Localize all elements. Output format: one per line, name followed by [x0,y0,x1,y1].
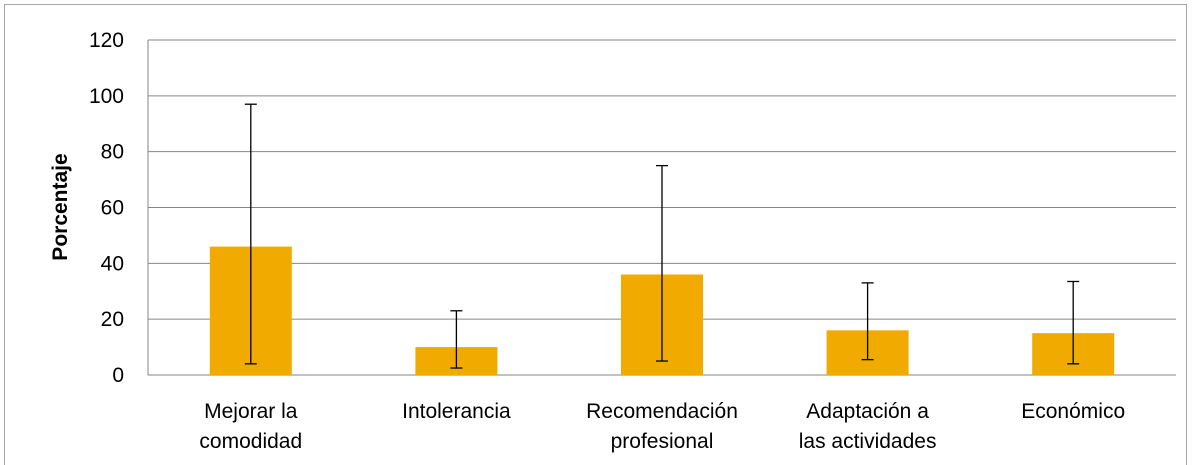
x-category-label: Adaptación a [806,400,929,423]
x-category-label: Económico [1021,400,1125,423]
y-tick-label: 120 [89,29,124,52]
chart-frame [4,4,1187,465]
x-category-label: las actividades [799,430,937,453]
x-category-label: Recomendación [586,400,738,423]
x-category-label: comodidad [199,430,302,453]
y-tick-label: 60 [101,197,124,220]
y-axis-label: Porcentaje [49,153,72,260]
error-bars [244,103,1080,369]
y-axis-ticks: 0 20 40 60 80 100 120 [89,29,124,387]
error-bar [656,164,668,362]
error-bar [1067,280,1080,365]
y-tick-label: 20 [101,308,124,331]
y-tick-label: 80 [101,141,124,164]
y-tick-label: 0 [112,364,124,387]
x-category-label: profesional [611,430,714,453]
y-tick-label: 40 [101,252,124,275]
error-bar [244,103,257,365]
x-axis-categories: Mejorar la comodidad Intolerancia Recomenda… [199,400,1125,453]
x-category-label: Intolerancia [402,400,511,423]
error-bar [861,282,874,361]
x-category-label: Mejorar la [204,400,298,423]
error-bar [450,310,463,369]
y-tick-label: 100 [89,85,124,108]
